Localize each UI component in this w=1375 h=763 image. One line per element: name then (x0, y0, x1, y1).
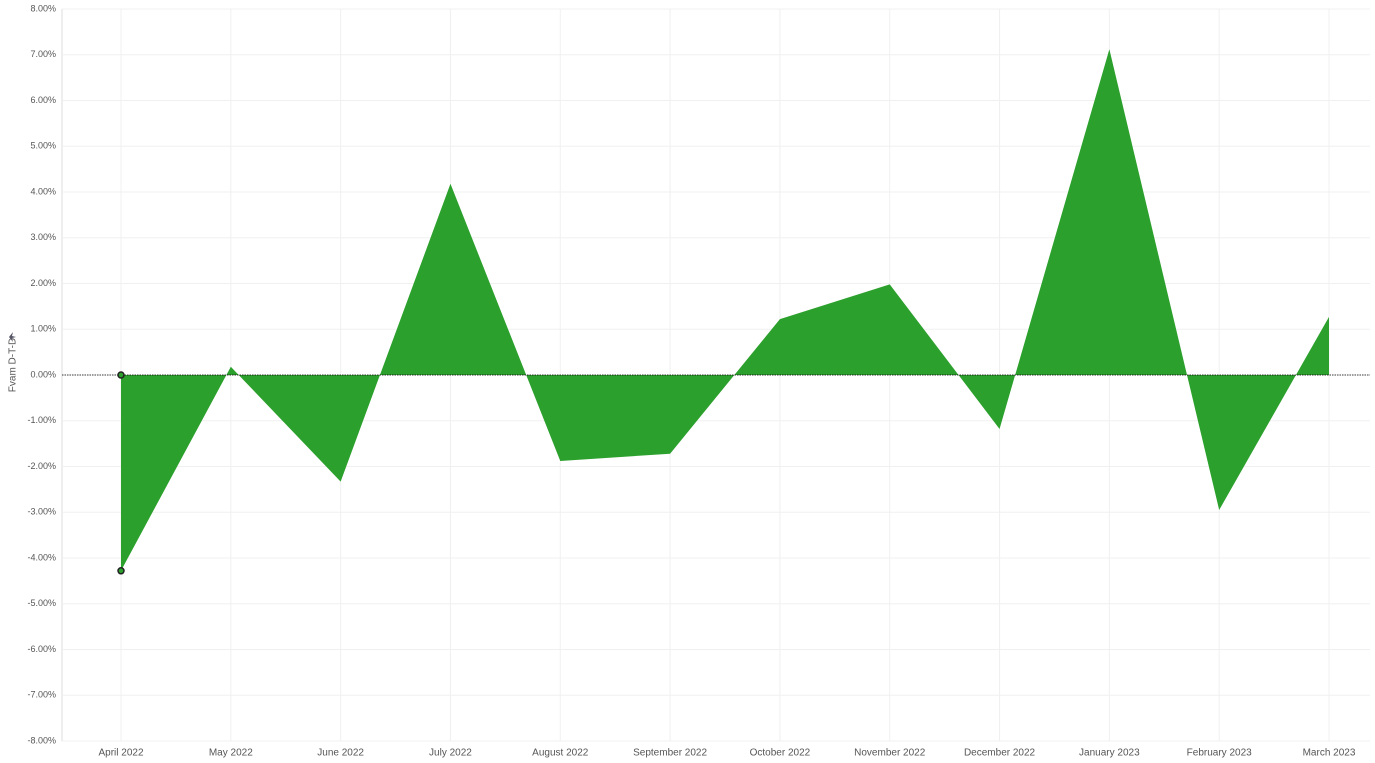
y-tick-label: -6.00% (27, 644, 56, 654)
y-tick-label: -5.00% (27, 598, 56, 608)
y-tick-label: 4.00% (30, 186, 56, 196)
x-tick-label: January 2023 (1079, 748, 1140, 759)
x-tick-label: October 2022 (750, 748, 811, 759)
selected-point (117, 567, 125, 575)
y-tick-label: 8.00% (30, 3, 56, 13)
pin-icon (9, 332, 16, 342)
area (121, 49, 1329, 571)
y-tick-label: -4.00% (27, 552, 56, 562)
y-tick-label: 2.00% (30, 278, 56, 288)
x-tick-label: December 2022 (964, 748, 1036, 759)
y-tick-label: 5.00% (30, 141, 56, 151)
y-tick-label: -3.00% (27, 507, 56, 517)
y-tick-label: -1.00% (27, 415, 56, 425)
y-tick-label: 0.00% (30, 369, 56, 379)
selected-marker (117, 371, 125, 379)
x-tick-label: April 2022 (98, 748, 143, 759)
y-tick-label: -2.00% (27, 461, 56, 471)
x-tick-label: March 2023 (1303, 748, 1356, 759)
y-tick-label: 7.00% (30, 49, 56, 59)
x-tick-label: September 2022 (633, 748, 707, 759)
y-tick-label: 3.00% (30, 232, 56, 242)
y-tick-label: 1.00% (30, 324, 56, 334)
y-tick-label: 6.00% (30, 95, 56, 105)
y-tick-label: -8.00% (27, 735, 56, 745)
x-tick-label: August 2022 (532, 748, 589, 759)
x-tick-label: November 2022 (854, 748, 926, 759)
y-axis-label: Fvam D-T-D (8, 338, 19, 392)
x-tick-label: May 2022 (209, 748, 253, 759)
x-tick-label: February 2023 (1187, 748, 1252, 759)
x-tick-label: June 2022 (317, 748, 364, 759)
x-tick-label: July 2022 (429, 748, 472, 759)
y-tick-label: -7.00% (27, 690, 56, 700)
